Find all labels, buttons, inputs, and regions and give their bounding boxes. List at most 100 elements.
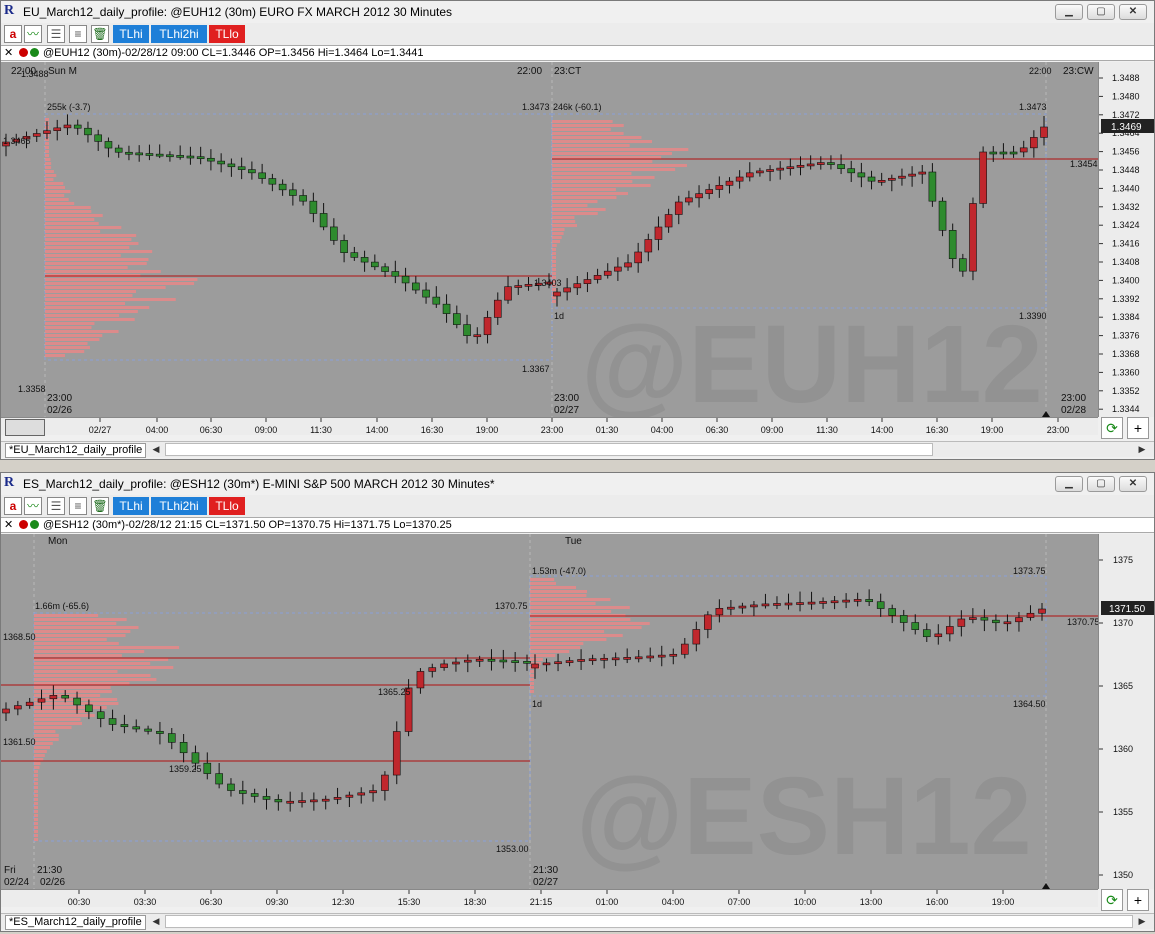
candle-body [542, 662, 551, 666]
volume-profile-bar [45, 210, 92, 213]
a-button[interactable]: a [4, 25, 22, 43]
volume-profile-bar [45, 302, 125, 305]
chart-line-icon[interactable]: 〰 [24, 497, 42, 515]
zoom-box[interactable] [5, 419, 45, 436]
candle-body [217, 160, 225, 165]
last-price-label: 1371.50 [1109, 604, 1146, 615]
volume-profile-bar [45, 214, 103, 217]
tllo-button[interactable]: TLlo [209, 25, 245, 43]
time-axis[interactable]: 02/27 04:00 06:30 09:00 11:30 14:00 16:30 19:00… [1, 417, 1098, 435]
maximize-button[interactable]: ▢ [1087, 4, 1115, 20]
price-label: 1.3358 [18, 384, 46, 394]
candle-body [73, 124, 82, 129]
minimize-button[interactable]: ▁ [1055, 476, 1083, 492]
candle-body [49, 695, 58, 700]
candle-body [756, 170, 764, 174]
volume-profile-bar [34, 830, 38, 833]
volume-profile-bar [530, 674, 534, 677]
price-tick-label: 1.3440 [1112, 183, 1140, 193]
a-button[interactable]: a [4, 497, 22, 515]
scroll-right-icon[interactable]: ▶ [1138, 916, 1146, 926]
refresh-icon[interactable]: ⟳ [1101, 889, 1123, 911]
tlhi-button[interactable]: TLhi [113, 497, 149, 515]
add-icon[interactable]: + [1127, 417, 1149, 439]
volume-profile-bar [34, 774, 38, 777]
candle-body [959, 258, 967, 272]
time-tick-label: 06:30 [200, 897, 223, 907]
table-icon[interactable]: ☰ [47, 25, 65, 43]
list-icon[interactable]: ≡ [69, 25, 87, 43]
time-tick-label: 11:30 [816, 425, 838, 435]
tlhi2hi-button[interactable]: TLhi2hi [151, 497, 207, 515]
volume-profile-bar [45, 330, 119, 333]
tllo-button[interactable]: TLlo [209, 497, 245, 515]
candle-body [1038, 608, 1046, 614]
close-button[interactable]: ✕ [1119, 4, 1147, 20]
list-icon[interactable]: ≡ [69, 497, 87, 515]
trash-icon[interactable]: 🗑 [91, 497, 109, 515]
time-axis[interactable]: 00:30 03:30 06:30 09:30 12:30 15:30 18:30 21:15… [1, 889, 1098, 907]
candle-body [94, 134, 103, 142]
close-button[interactable]: ✕ [1119, 476, 1147, 492]
table-icon[interactable]: ☰ [47, 497, 65, 515]
candle-body [156, 730, 164, 734]
volume-profile-bar [45, 286, 166, 289]
candle-body [104, 141, 113, 149]
volume-profile-bar [34, 746, 50, 749]
volume-profile-bar [34, 682, 130, 685]
status-dot-red-icon [19, 48, 28, 57]
time-tick-label: 09:00 [255, 425, 278, 435]
tlhi2hi-button[interactable]: TLhi2hi [151, 25, 207, 43]
time-tick-label: 03:30 [134, 897, 157, 907]
refresh-icon[interactable]: ⟳ [1101, 417, 1123, 439]
minimize-button[interactable]: ▁ [1055, 4, 1083, 20]
candle-body [428, 667, 437, 672]
add-icon[interactable]: + [1127, 889, 1149, 911]
price-chart-euh12[interactable]: @EUH12 22:00 1.3488 Sun M 22:00 23:CT 22:00 23:… [1, 62, 1098, 417]
trash-icon[interactable]: 🗑 [91, 25, 109, 43]
price-axis[interactable]: 1375 1370 1365 1360 1355 1350 1371.50 [1098, 534, 1154, 889]
scroll-left-icon[interactable]: ◀ [152, 444, 160, 454]
candle-body [766, 169, 774, 172]
candle-body [806, 163, 815, 167]
chart-line-icon[interactable]: 〰 [24, 25, 42, 43]
maximize-button[interactable]: ▢ [1087, 476, 1115, 492]
close-info-icon[interactable]: ✕ [4, 47, 14, 59]
price-chart-esh12[interactable]: @ESH12 Mon Tue 1.66m (-65.6) 1370.75 1.53m (-… [1, 534, 1098, 889]
scroll-right-icon[interactable]: ▶ [1138, 444, 1146, 454]
workspace-tab[interactable]: *EU_March12_daily_profile [5, 443, 147, 458]
close-info-icon[interactable]: ✕ [4, 519, 14, 531]
volume-profile-bar [34, 734, 59, 737]
title-bar[interactable]: R ES_March12_daily_profile: @ESH12 (30m*… [1, 473, 1154, 495]
scrollbar-track[interactable] [165, 443, 933, 456]
candle-body [120, 724, 129, 728]
workspace-tab[interactable]: *ES_March12_daily_profile [5, 915, 146, 930]
volume-profile-bar [552, 192, 628, 195]
session-time-label: 21:30 [37, 865, 62, 876]
candle-body [911, 622, 920, 630]
title-bar[interactable]: R EU_March12_daily_profile: @EUH12 (30m)… [1, 1, 1154, 23]
price-label: 1.3488 [21, 69, 49, 79]
volume-profile-bar [530, 602, 596, 605]
volume-profile-bar [34, 706, 107, 709]
scroll-left-icon[interactable]: ◀ [152, 916, 160, 926]
candle-body [523, 661, 531, 664]
volume-profile-bar [552, 184, 651, 187]
volume-profile-bar [45, 174, 57, 177]
price-axis[interactable]: 1.3488 1.3480 1.3472 1.3464 1.3456 1.3448 1.34… [1098, 62, 1154, 417]
time-tick-label: 13:00 [860, 897, 883, 907]
volume-profile-bar [45, 298, 176, 301]
volume-profile-bar [45, 334, 103, 337]
volume-profile-bar [552, 124, 624, 127]
status-dot-red-icon [19, 520, 28, 529]
volume-profile-bar [34, 762, 41, 765]
volume-profile-bar [552, 200, 598, 203]
candle-body [857, 172, 866, 178]
candle-body [452, 313, 461, 325]
volume-profile-bar [552, 152, 672, 155]
tlhi-button[interactable]: TLhi [113, 25, 149, 43]
volume-profile-bar [552, 216, 575, 219]
price-label: 1370.75 [1067, 617, 1098, 627]
volume-profile-bar [45, 306, 150, 309]
scrollbar-track[interactable] [165, 915, 1133, 928]
